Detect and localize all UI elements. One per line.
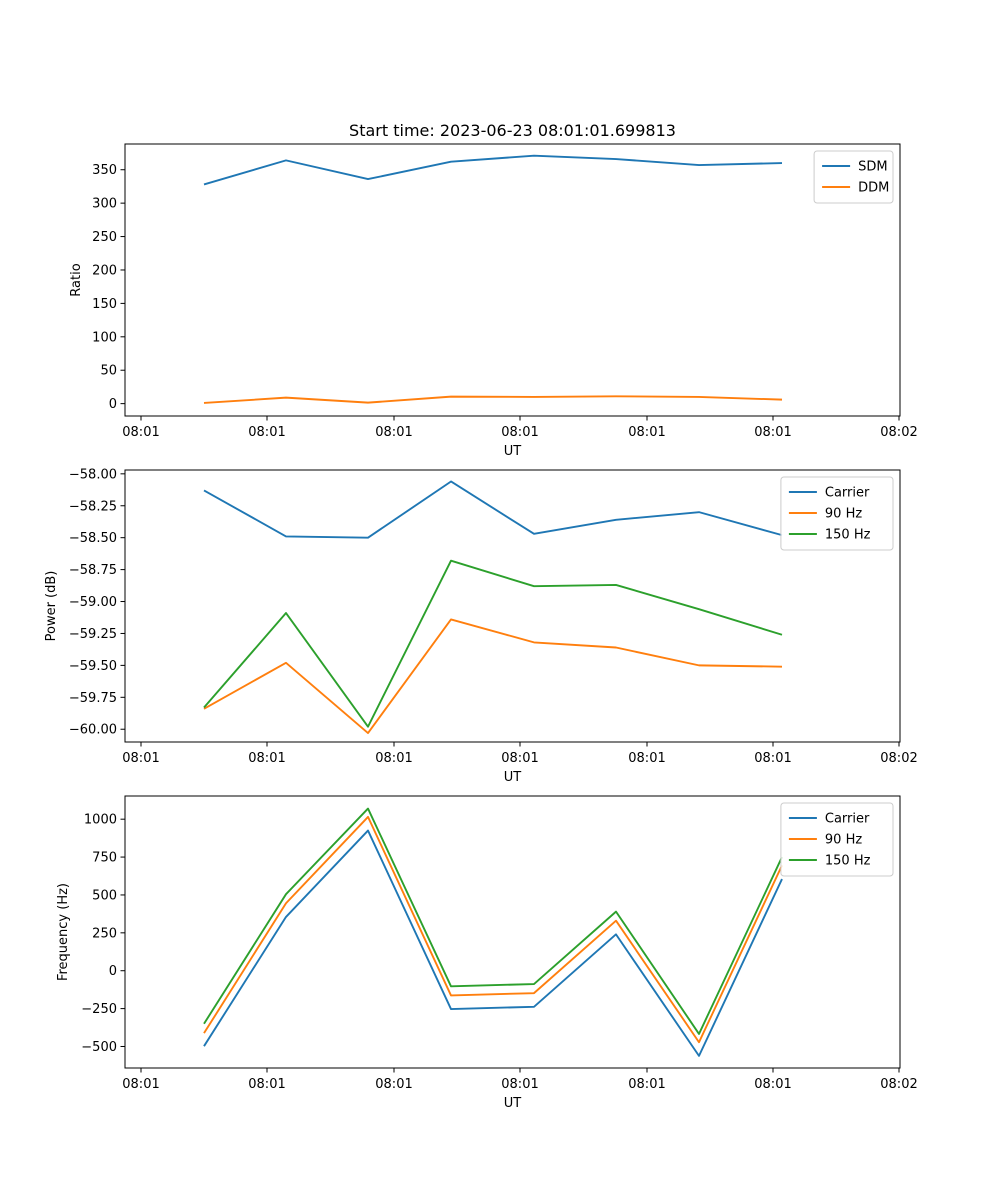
series-line-90-hz <box>203 815 783 1044</box>
chart-panel-2: 08:01 08:01 08:01 08:01 08:01 08:01 08:02 −60.0… <box>44 467 918 785</box>
y-tick-label: 0 <box>109 397 117 412</box>
y-tick-label: 500 <box>92 888 117 903</box>
y-tick-label: −59.00 <box>69 595 117 610</box>
x-tick-label: 08:01 <box>375 751 412 766</box>
figure-title: Start time: 2023-06-23 08:01:01.699813 <box>349 121 676 140</box>
legend: Carrier 90 Hz 150 Hz <box>780 476 894 551</box>
plot-frame <box>124 143 901 417</box>
y-axis-label: Power (dB) <box>44 571 59 642</box>
series-line-90-hz <box>203 618 783 735</box>
x-tick-label: 08:01 <box>248 1077 285 1092</box>
legend-box <box>813 150 894 204</box>
y-axis-label: Ratio <box>69 263 84 296</box>
x-tick-label: 08:01 <box>754 751 791 766</box>
x-tick-label: 08:01 <box>501 751 538 766</box>
y-tick-label: −58.50 <box>69 531 117 546</box>
x-axis-label: UT <box>504 770 522 785</box>
y-tick-label: 350 <box>92 163 117 178</box>
x-tick-label: 08:01 <box>122 425 159 440</box>
legend: Carrier 90 Hz 150 Hz <box>780 802 894 877</box>
legend-label: SDM <box>858 160 887 175</box>
y-tick-label: 100 <box>92 330 117 345</box>
legend-label: 90 Hz <box>825 507 862 522</box>
legend: SDM DDM <box>813 150 894 204</box>
y-tick-label: −500 <box>81 1040 117 1055</box>
series-line-ddm <box>203 395 783 404</box>
y-tick-label: 0 <box>109 964 117 979</box>
series-line-carrier <box>203 480 783 539</box>
y-tick-label: −58.25 <box>69 499 117 514</box>
y-tick-label: −59.75 <box>69 691 117 706</box>
y-tick-label: 250 <box>92 926 117 941</box>
y-tick-label: −58.75 <box>69 563 117 578</box>
legend-label: DDM <box>858 181 889 196</box>
y-tick-label: −59.50 <box>69 659 117 674</box>
x-tick-label: 08:01 <box>501 425 538 440</box>
y-tick-label: −60.00 <box>69 723 117 738</box>
series-line-150-hz <box>203 559 783 728</box>
chart-panel-1: 08:01 08:01 08:01 08:01 08:01 08:01 08:02 0 50 10… <box>69 143 918 459</box>
y-tick-label: 150 <box>92 297 117 312</box>
x-tick-label: 08:02 <box>880 1077 917 1092</box>
x-tick-label: 08:01 <box>122 1077 159 1092</box>
chart-panel-3: 08:01 08:01 08:01 08:01 08:01 08:01 08:02 −500 −… <box>56 795 918 1111</box>
legend-label: 90 Hz <box>825 833 862 848</box>
y-tick-label: −250 <box>81 1002 117 1017</box>
x-tick-label: 08:02 <box>880 425 917 440</box>
series-line-carrier <box>203 829 783 1057</box>
legend-box <box>780 802 894 877</box>
y-axis-label: Frequency (Hz) <box>56 883 71 981</box>
x-tick-label: 08:01 <box>248 751 285 766</box>
plot-frame <box>124 795 901 1069</box>
x-tick-label: 08:01 <box>248 425 285 440</box>
legend-label: 150 Hz <box>825 854 871 869</box>
legend-box <box>780 476 894 551</box>
x-tick-label: 08:01 <box>754 1077 791 1092</box>
x-axis-label: UT <box>504 1096 522 1111</box>
y-tick-label: 750 <box>92 851 117 866</box>
y-tick-label: 1000 <box>84 813 117 828</box>
y-tick-label: 300 <box>92 197 117 212</box>
legend-label: 150 Hz <box>825 528 871 543</box>
legend-label: Carrier <box>825 812 870 827</box>
x-tick-label: 08:01 <box>375 425 412 440</box>
x-tick-label: 08:01 <box>501 1077 538 1092</box>
series-line-sdm <box>203 154 783 186</box>
x-tick-label: 08:01 <box>628 425 665 440</box>
plot-frame <box>124 469 901 743</box>
x-tick-label: 08:01 <box>754 425 791 440</box>
y-tick-label: −58.00 <box>69 467 117 482</box>
y-tick-label: −59.25 <box>69 627 117 642</box>
x-tick-label: 08:01 <box>628 751 665 766</box>
y-tick-label: 200 <box>92 263 117 278</box>
x-axis-label: UT <box>504 444 522 459</box>
x-tick-label: 08:01 <box>375 1077 412 1092</box>
x-tick-label: 08:01 <box>122 751 159 766</box>
x-tick-label: 08:01 <box>628 1077 665 1092</box>
series-line-150-hz <box>203 807 783 1035</box>
x-tick-label: 08:02 <box>880 751 917 766</box>
legend-label: Carrier <box>825 486 870 501</box>
y-tick-label: 250 <box>92 230 117 245</box>
y-tick-label: 50 <box>100 364 117 379</box>
